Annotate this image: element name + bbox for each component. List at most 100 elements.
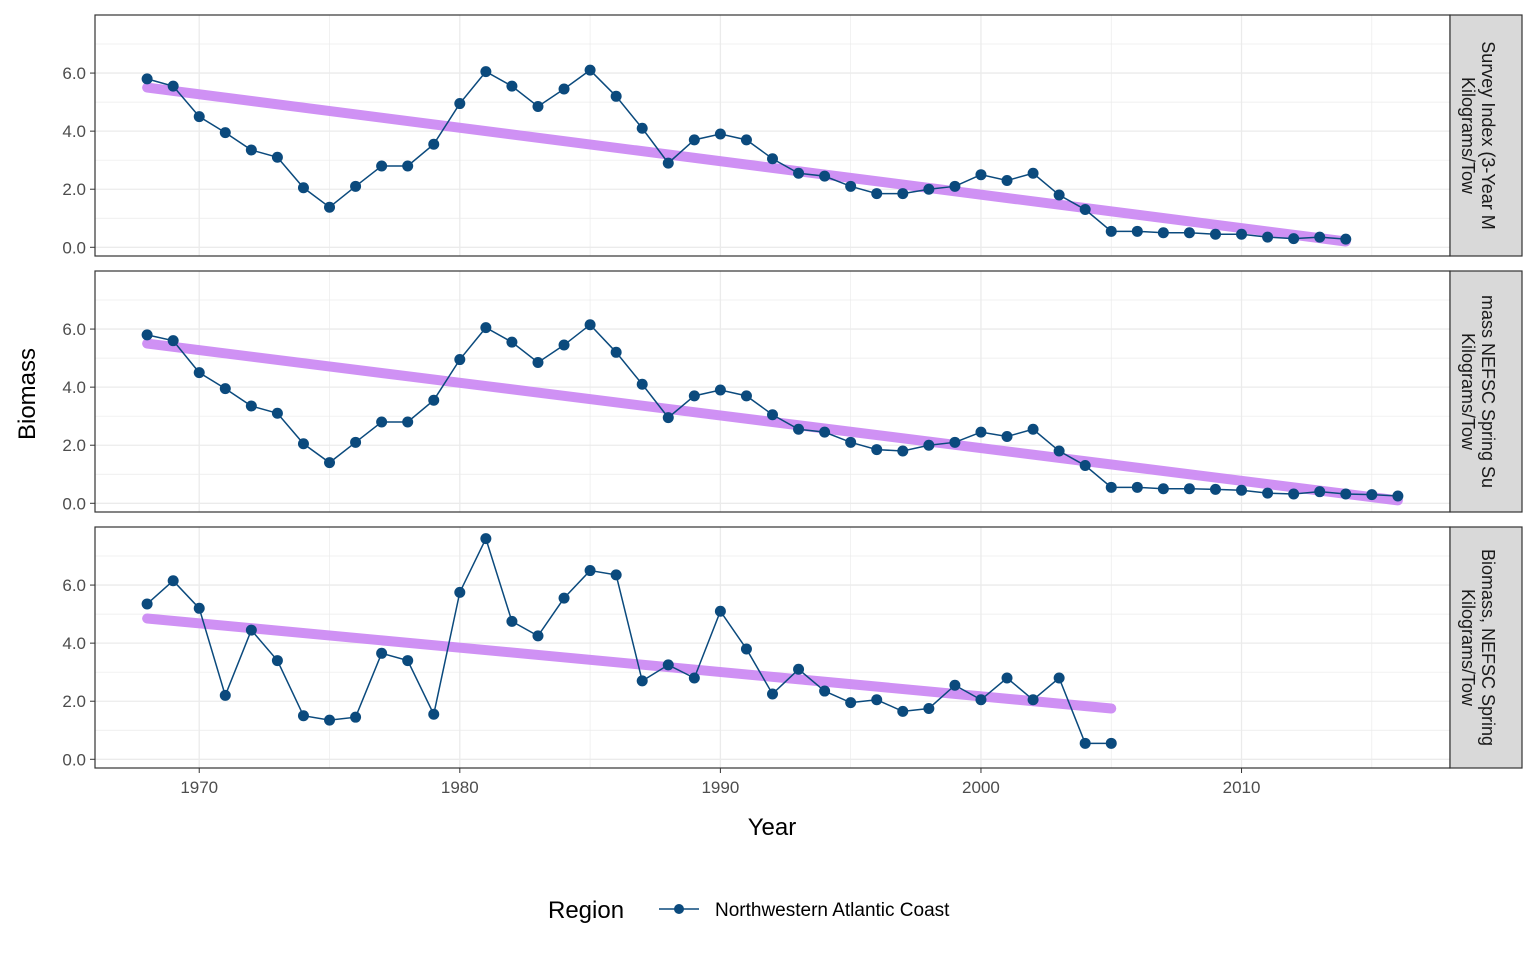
data-point	[350, 180, 362, 192]
facet-strip-label-line2: Kilograms/Tow	[1458, 77, 1478, 195]
y-tick-label: 4.0	[62, 634, 86, 653]
data-point	[819, 170, 831, 182]
data-point	[1027, 167, 1039, 179]
data-point	[1027, 423, 1039, 435]
panel-2: 0.0 2.0 4.0 6.0 mass NEFSC Spring SuKilogram…	[62, 270, 1523, 513]
trend-line	[142, 82, 1351, 247]
x-tick-label: 2010	[1223, 778, 1261, 797]
data-point	[297, 438, 309, 450]
data-point	[793, 423, 805, 435]
data-point	[897, 188, 909, 200]
data-point	[793, 167, 805, 179]
data-point	[1262, 487, 1274, 499]
data-point	[897, 445, 909, 457]
y-tick-label: 0.0	[62, 494, 86, 513]
data-point	[1001, 431, 1013, 443]
panel-background	[95, 527, 1450, 768]
data-point	[480, 322, 492, 334]
data-point	[1288, 488, 1300, 500]
data-point	[506, 615, 518, 627]
data-point	[610, 569, 622, 581]
y-tick-label: 4.0	[62, 378, 86, 397]
data-point	[532, 630, 544, 642]
data-point	[558, 592, 570, 604]
data-point	[1366, 489, 1378, 501]
data-point	[1079, 204, 1091, 216]
data-point	[402, 655, 414, 667]
legend: Region Northwestern Atlantic Coast	[548, 897, 950, 924]
data-point	[350, 436, 362, 448]
data-point	[376, 416, 388, 428]
data-point	[871, 188, 883, 200]
y-tick-label: 0.0	[62, 750, 86, 769]
facet-strip	[1449, 270, 1523, 513]
data-point	[584, 64, 596, 76]
data-point	[454, 98, 466, 110]
legend-key-point	[674, 904, 684, 914]
facet-strip	[1449, 14, 1523, 257]
data-point	[793, 663, 805, 675]
data-point	[532, 356, 544, 368]
legend-title: Region	[548, 897, 624, 924]
data-point	[219, 127, 231, 139]
data-point	[584, 319, 596, 331]
data-point	[636, 378, 648, 390]
data-point	[714, 128, 726, 140]
data-point	[1105, 225, 1117, 237]
data-point	[141, 598, 153, 610]
data-point	[506, 336, 518, 348]
data-point	[297, 182, 309, 194]
data-point	[245, 400, 257, 412]
data-point	[1340, 233, 1352, 245]
facet-strip-label-line2: Kilograms/Tow	[1458, 333, 1478, 451]
facet-strip-label-line1: mass NEFSC Spring Su	[1478, 295, 1498, 488]
data-point	[1053, 445, 1065, 457]
data-point	[1001, 175, 1013, 187]
data-point	[714, 605, 726, 617]
facet-strip-label-line1: Survey Index (3-Year M	[1478, 41, 1498, 229]
data-point	[428, 394, 440, 406]
data-point	[193, 111, 205, 123]
data-point	[167, 575, 179, 587]
data-point	[688, 672, 700, 684]
data-point	[1183, 227, 1195, 239]
data-point	[975, 426, 987, 438]
data-point	[610, 346, 622, 358]
data-point	[1314, 231, 1326, 243]
data-point	[245, 144, 257, 156]
data-point	[1183, 483, 1195, 495]
data-point	[1053, 672, 1065, 684]
y-tick-label: 4.0	[62, 122, 86, 141]
data-point	[1105, 737, 1117, 749]
y-tick-label: 0.0	[62, 238, 86, 257]
data-point	[688, 390, 700, 402]
data-point	[610, 90, 622, 102]
facet-strip	[1449, 526, 1523, 769]
data-point	[714, 384, 726, 396]
data-point	[871, 444, 883, 456]
data-point	[1131, 225, 1143, 237]
facet-strip-label-line1: Biomass, NEFSC Spring	[1478, 549, 1498, 746]
data-point	[245, 624, 257, 636]
data-point	[767, 409, 778, 421]
data-point	[350, 711, 362, 723]
data-point	[402, 160, 414, 172]
data-point	[1131, 481, 1143, 493]
data-point	[636, 675, 648, 687]
data-point	[1314, 486, 1326, 498]
data-point	[532, 100, 544, 112]
y-tick-label: 2.0	[62, 692, 86, 711]
data-point	[219, 689, 231, 701]
data-point	[767, 153, 778, 165]
data-point	[271, 151, 283, 163]
y-tick-label: 6.0	[62, 64, 86, 83]
data-point	[845, 436, 857, 448]
data-point	[1236, 228, 1248, 240]
data-point	[480, 533, 492, 545]
y-tick-label: 2.0	[62, 436, 86, 455]
data-point	[1053, 189, 1065, 201]
data-point	[324, 457, 336, 469]
panel-background	[95, 271, 1450, 512]
data-point	[454, 586, 466, 598]
